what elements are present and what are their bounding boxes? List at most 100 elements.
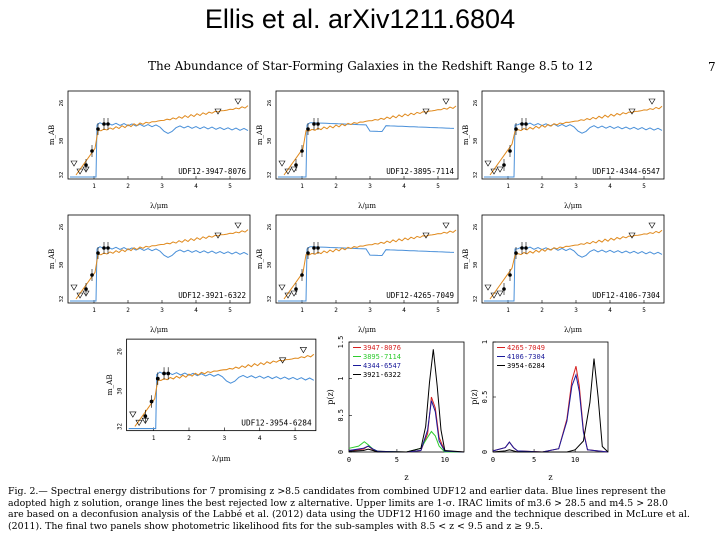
upper-limit-marker bbox=[422, 108, 430, 115]
photometry-point bbox=[102, 122, 106, 126]
y-tick-label: 1 bbox=[337, 377, 345, 381]
upper-limit-marker bbox=[628, 108, 636, 115]
x-tick-label: 1 bbox=[506, 307, 510, 314]
x-tick-label: 4 bbox=[258, 435, 262, 442]
photometry-point bbox=[312, 246, 316, 250]
sed-panel: m_AB 26 30 32 1 2 3 4 5 λ/μm UDF12-4265-7049 bbox=[256, 212, 466, 337]
sed-plot: m_AB 26 30 32 1 2 3 4 5 λ/μm UDF12-3954-6284 bbox=[105, 338, 317, 463]
y-axis-label: p(z) bbox=[470, 389, 479, 405]
x-tick-label: 10 bbox=[441, 456, 449, 464]
upper-limit-marker bbox=[290, 290, 298, 297]
y-tick-label: 26 bbox=[473, 100, 479, 107]
pz-panel-2: 0 0.5 1 p(z) 0 5 10 z 4265-7049 4106-7304 3954-628… bbox=[466, 336, 616, 486]
y-tick-label: 32 bbox=[473, 172, 479, 179]
x-tick-label: 10 bbox=[571, 456, 579, 464]
object-id-label: UDF12-3921-6322 bbox=[178, 291, 246, 300]
upper-limit-marker bbox=[278, 160, 286, 167]
high-z-solution-line bbox=[128, 371, 315, 430]
photometry-point bbox=[514, 127, 518, 131]
y-tick-label: 32 bbox=[267, 172, 273, 179]
y-axis-label: m_AB bbox=[48, 125, 56, 145]
x-tick-label: 2 bbox=[334, 307, 338, 314]
upper-limit-marker bbox=[214, 232, 222, 239]
photometry-point bbox=[300, 149, 304, 153]
photometry-point bbox=[90, 273, 94, 277]
sed-panel: m_AB 26 30 32 1 2 3 4 5 λ/μm UDF12-3954-6284 bbox=[100, 336, 330, 466]
object-id-label: UDF12-3954-6284 bbox=[241, 418, 312, 427]
pz-plot: 0 0.5 1 1.5 p(z) 0 5 10 z 3947-80763895-71144344-… bbox=[326, 336, 465, 482]
upper-limit-marker bbox=[278, 284, 286, 291]
upper-limit-marker bbox=[496, 290, 504, 297]
x-tick-label: 3 bbox=[222, 435, 226, 442]
low-z-alternative-line bbox=[75, 229, 249, 300]
y-tick-label: 32 bbox=[59, 296, 65, 303]
x-axis-label: λ/μm bbox=[212, 454, 231, 463]
x-axis-label: λ/μm bbox=[150, 202, 168, 210]
x-tick-label: 1 bbox=[300, 307, 304, 314]
photometry-point bbox=[143, 414, 148, 418]
x-tick-label: 2 bbox=[126, 183, 130, 190]
y-tick-label: 26 bbox=[267, 100, 273, 107]
y-tick-label: 0 bbox=[481, 450, 489, 454]
pz-series-line bbox=[348, 400, 465, 453]
y-tick-label: 30 bbox=[473, 138, 479, 145]
x-axis-label: λ/μm bbox=[564, 202, 582, 210]
photometry-point bbox=[149, 399, 154, 404]
sed-panel: m_AB 26 30 32 1 2 3 4 5 λ/μm UDF12-4106-7304 bbox=[462, 212, 672, 337]
axes-frame bbox=[275, 214, 459, 304]
x-tick-label: 2 bbox=[540, 307, 544, 314]
photometry-point bbox=[106, 246, 110, 250]
photometry-point bbox=[84, 163, 88, 167]
x-axis-label: z bbox=[548, 473, 552, 482]
upper-limit-marker bbox=[234, 222, 242, 229]
y-tick-label: 30 bbox=[59, 262, 65, 269]
x-axis-label: λ/μm bbox=[150, 326, 168, 334]
upper-limit-marker bbox=[284, 168, 292, 175]
y-tick-label: 1 bbox=[481, 340, 489, 344]
x-tick-label: 3 bbox=[368, 183, 372, 190]
x-tick-label: 5 bbox=[293, 435, 297, 442]
caption-line: are based on a deconfusion analysis of t… bbox=[8, 509, 690, 521]
photometry-point bbox=[306, 251, 310, 255]
photometry-point bbox=[294, 287, 298, 291]
y-tick-label: 26 bbox=[473, 224, 479, 231]
sed-panel: m_AB 26 30 32 1 2 3 4 5 λ/μm UDF12-4344-6547 bbox=[462, 88, 672, 213]
high-z-solution-line bbox=[484, 122, 663, 178]
object-id-label: UDF12-4265-7049 bbox=[386, 291, 454, 300]
high-z-solution-line bbox=[484, 246, 663, 302]
upper-limit-marker bbox=[82, 166, 90, 173]
pz-series-line bbox=[348, 349, 465, 453]
upper-limit-marker bbox=[129, 411, 137, 418]
x-tick-label: 3 bbox=[368, 307, 372, 314]
upper-limit-marker bbox=[490, 292, 498, 299]
y-axis-label: p(z) bbox=[326, 389, 335, 405]
paper-title: The Abundance of Star-Forming Galaxies i… bbox=[148, 59, 593, 73]
caption-line: adopted high z solution, orange lines th… bbox=[8, 497, 668, 509]
sed-plot: m_AB 26 30 32 1 2 3 4 5 λ/μm UDF12-3895-7114 bbox=[256, 90, 459, 210]
x-tick-label: 5 bbox=[228, 183, 232, 190]
y-tick-label: 32 bbox=[473, 296, 479, 303]
photometry-point bbox=[312, 122, 316, 126]
upper-limit-marker bbox=[484, 284, 492, 291]
photometry-point bbox=[520, 246, 524, 250]
photometry-point bbox=[508, 273, 512, 277]
caption-line: (2011). The final two panels show photom… bbox=[8, 520, 544, 532]
x-tick-label: 5 bbox=[228, 307, 232, 314]
photometry-point bbox=[294, 163, 298, 167]
x-tick-label: 1 bbox=[152, 435, 156, 442]
low-z-alternative-line bbox=[489, 229, 663, 300]
photometry-point bbox=[96, 251, 100, 255]
sed-plot: m_AB 26 30 32 1 2 3 4 5 λ/μm UDF12-4106-7304 bbox=[462, 214, 665, 334]
x-tick-label: 3 bbox=[160, 307, 164, 314]
y-tick-label: 0.5 bbox=[337, 409, 345, 422]
upper-limit-marker bbox=[234, 98, 242, 105]
x-tick-label: 1 bbox=[506, 183, 510, 190]
low-z-alternative-line bbox=[75, 105, 249, 176]
axes-frame bbox=[67, 214, 251, 304]
photometry-point bbox=[90, 149, 94, 153]
upper-limit-marker bbox=[290, 166, 298, 173]
pz-series-line bbox=[492, 373, 609, 453]
y-tick-label: 30 bbox=[59, 138, 65, 145]
x-axis-label: λ/μm bbox=[564, 326, 582, 334]
pz-series-line bbox=[492, 366, 609, 453]
